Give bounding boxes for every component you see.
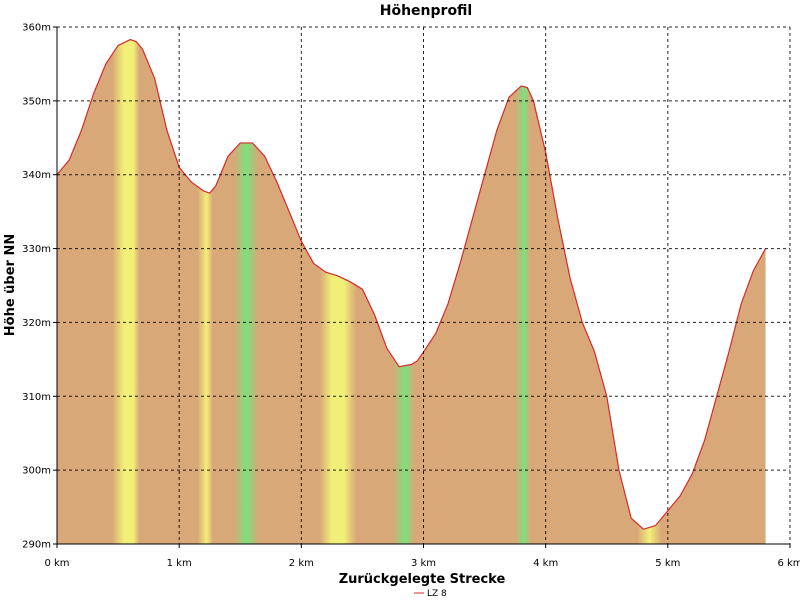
elevation-area	[57, 39, 766, 544]
elevation-line	[56, 38, 767, 530]
x-tick-label: 1 km	[167, 558, 192, 569]
grid-lines	[57, 26, 791, 544]
y-tick-label: 340m	[22, 170, 51, 181]
chart-title: Höhenprofil	[380, 3, 472, 19]
x-tick-label: 6 km	[777, 558, 800, 569]
x-axis-title: Zurückgelegte Strecke	[339, 572, 506, 587]
y-tick-label: 330m	[22, 244, 51, 255]
x-tick-label: 5 km	[655, 558, 680, 569]
y-tick-label: 310m	[22, 392, 51, 403]
x-tick-label: 3 km	[411, 558, 436, 569]
legend-label: LZ 8	[427, 589, 447, 599]
y-tick-label: 360m	[22, 23, 51, 34]
y-axis-title: Höhe über NN	[3, 234, 18, 336]
y-tick-label: 290m	[22, 540, 51, 551]
axes: 0 km 1 km 2 km 3 km 4 km 5 km 6 km 290m 300m 310m…	[22, 23, 800, 570]
y-tick-label: 350m	[22, 96, 51, 107]
x-tick-label: 0 km	[44, 558, 69, 569]
y-tick-label: 320m	[22, 318, 51, 329]
legend: LZ 8	[414, 589, 447, 599]
y-tick-label: 300m	[22, 466, 51, 477]
plot-area	[56, 38, 767, 544]
x-tick-label: 4 km	[533, 558, 558, 569]
x-tick-label: 2 km	[289, 558, 314, 569]
